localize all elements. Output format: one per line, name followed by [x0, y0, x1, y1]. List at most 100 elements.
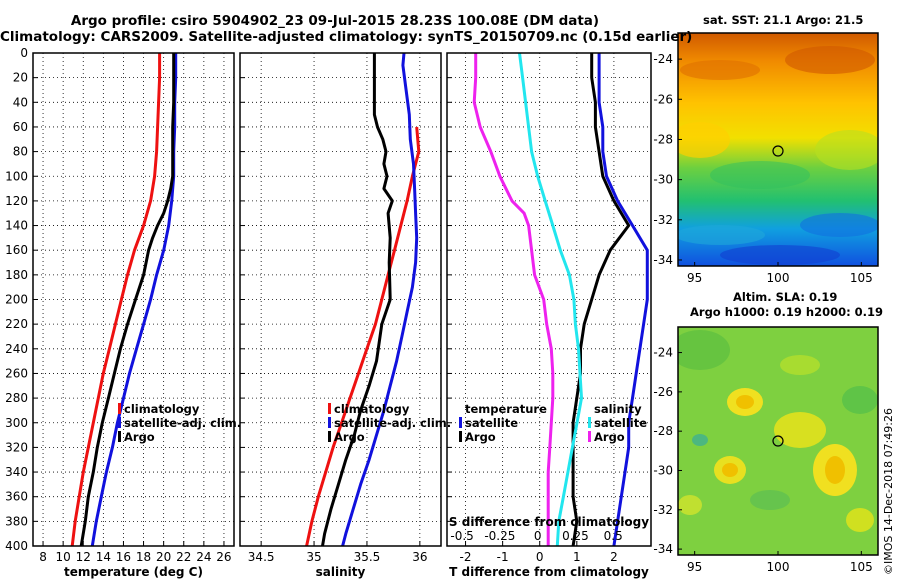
- panel-frame: [239, 52, 442, 547]
- legend-tdiff-label-1: satellite: [465, 416, 518, 430]
- legend-sal-swatch-0: [328, 403, 331, 414]
- legend-tdiff-label-2: Argo: [465, 430, 496, 444]
- x-tick-label-1: 35: [306, 550, 321, 564]
- series-salinity-argo: [472, 53, 555, 546]
- legend-sal-label-2: Argo: [334, 430, 365, 444]
- sst-label: sat. SST: 21.1 Argo: 21.5: [703, 13, 864, 27]
- x-tick-label-0: 8: [39, 550, 47, 564]
- x-tick-label-4: 16: [116, 550, 131, 564]
- y-tick-label-13: 260: [5, 366, 28, 380]
- map1-lon-label-2: 105: [850, 560, 873, 574]
- legend-temp-swatch-0: [118, 403, 121, 414]
- x-tick-label-5: 18: [136, 550, 151, 564]
- legend-sal-label-0: climatology: [334, 402, 410, 416]
- map0-lat-label-4: -32: [653, 213, 673, 227]
- y-tick-label-17: 340: [5, 465, 28, 479]
- sst-map: [677, 32, 879, 267]
- panel-frame: [32, 52, 235, 547]
- y-tick-label-19: 380: [5, 514, 28, 528]
- x-tick-label-0: 34.5: [248, 550, 275, 564]
- argo-height-label: Argo h1000: 0.19 h2000: 0.19: [690, 305, 884, 319]
- y-tick-label-4: 80: [13, 145, 28, 159]
- map1-lon-label-1: 100: [767, 560, 790, 574]
- legend-sal-swatch-2: [328, 431, 331, 442]
- top-tick-label-3: 0.25: [562, 529, 589, 543]
- panel-frame: [446, 52, 652, 547]
- y-tick-label-3: 60: [13, 120, 28, 134]
- top-tick-label-1: -0.25: [484, 529, 515, 543]
- series-group: [70, 53, 178, 546]
- sla-map: [677, 326, 879, 556]
- legend-tdiff-swatch-1: [459, 417, 462, 428]
- legend-sdiff-swatch-1: [588, 417, 591, 428]
- x-tick-label-3: 36: [412, 550, 427, 564]
- y-tick-label-0: 0: [20, 46, 28, 60]
- y-tick-label-16: 320: [5, 440, 28, 454]
- series-salinity-satellite: [518, 53, 583, 546]
- legend-tdiff-label-0: temperature: [465, 402, 547, 416]
- y-tick-label-8: 160: [5, 243, 28, 257]
- y-tick-label-15: 300: [5, 416, 28, 430]
- series-satellite-adj-clim-: [341, 53, 419, 546]
- y-tick-label-11: 220: [5, 317, 28, 331]
- difference-panel: -2 -1 0 1 2T difference from climatology S di…: [446, 52, 652, 579]
- series-argo: [79, 53, 176, 546]
- title-line-1: Argo profile: csiro 5904902_23 09-Jul-20…: [70, 13, 600, 29]
- top-axis-label: S difference from climatology: [449, 515, 649, 529]
- x-tick-label-3: 14: [96, 550, 111, 564]
- y-tick-label-20: 400: [5, 539, 28, 553]
- y-tick-label-12: 240: [5, 342, 28, 356]
- series-temperature-satellite: [597, 53, 649, 546]
- y-tick-label-14: 280: [5, 391, 28, 405]
- map-axes: 95 100 105 -24 -26 -28 -30 -32 -34 95 100 105 -24 -26…: [653, 52, 872, 574]
- map0-lon-label-1: 100: [767, 271, 790, 285]
- map0-lat-label-1: -26: [653, 92, 673, 106]
- map1-lat-label-2: -28: [653, 424, 673, 438]
- map0-lat-label-0: -24: [653, 52, 673, 66]
- x-axis-label: salinity: [316, 565, 366, 579]
- map1-lat-label-0: -24: [653, 346, 673, 360]
- legend-temp-label-2: Argo: [124, 430, 155, 444]
- x-tick-label-2: 0: [536, 550, 544, 564]
- legend-sdiff-swatch-2: [588, 431, 591, 442]
- map0-lon-label-2: 105: [850, 271, 873, 285]
- map0-lat-label-5: -34: [653, 253, 673, 267]
- map1-lon-label-0: 95: [687, 560, 702, 574]
- legend-temp-swatch-1: [118, 417, 121, 428]
- legend-sdiff-label-0: salinity: [594, 402, 642, 416]
- x-tick-label-1: 10: [56, 550, 71, 564]
- legend-sal-label-1: satellite-adj. clim.: [334, 416, 451, 430]
- title-line-2: Climatology: CARS2009. Satellite-adjuste…: [0, 29, 693, 45]
- salinity-panel: 34.5 35 35.5 36 salinity climatologysatellite…: [239, 52, 451, 579]
- series-satellite-adj-clim-: [90, 53, 178, 546]
- top-tick-label-0: -0.5: [450, 529, 473, 543]
- temperature-panel: 8 10 12 14 16 18 20 22 24 26 temperature (deg C) 0 2…: [5, 46, 241, 579]
- x-tick-label-8: 24: [196, 550, 211, 564]
- x-tick-label-1: -1: [497, 550, 509, 564]
- x-tick-label-6: 20: [156, 550, 171, 564]
- series-group: [472, 53, 649, 546]
- y-tick-label-5: 100: [5, 169, 28, 183]
- series-temperature-argo: [571, 53, 631, 546]
- legend-sdiff-label-2: Argo: [594, 430, 625, 444]
- y-tick-label-2: 40: [13, 95, 28, 109]
- map1-lat-label-3: -30: [653, 463, 673, 477]
- map1-lat-label-1: -26: [653, 385, 673, 399]
- y-tick-label-10: 200: [5, 293, 28, 307]
- series-climatology: [305, 126, 421, 546]
- y-tick-label-9: 180: [5, 268, 28, 282]
- map1-lat-label-5: -34: [653, 542, 673, 556]
- x-tick-label-9: 26: [216, 550, 231, 564]
- y-tick-label-6: 120: [5, 194, 28, 208]
- top-tick-label-4: 0.5: [604, 529, 623, 543]
- legend-temp-label-0: climatology: [124, 402, 200, 416]
- map1-lat-label-4: -32: [653, 503, 673, 517]
- map0-lon-label-0: 95: [687, 271, 702, 285]
- series-group: [305, 53, 421, 546]
- x-tick-label-4: 2: [610, 550, 618, 564]
- imos-timestamp: ©IMOS 14-Dec-2018 07:49:26: [882, 408, 895, 575]
- sla-label: Altim. SLA: 0.19: [733, 290, 838, 304]
- map0-lat-label-3: -30: [653, 173, 673, 187]
- x-tick-label-3: 1: [573, 550, 581, 564]
- x-tick-label-0: -2: [460, 550, 472, 564]
